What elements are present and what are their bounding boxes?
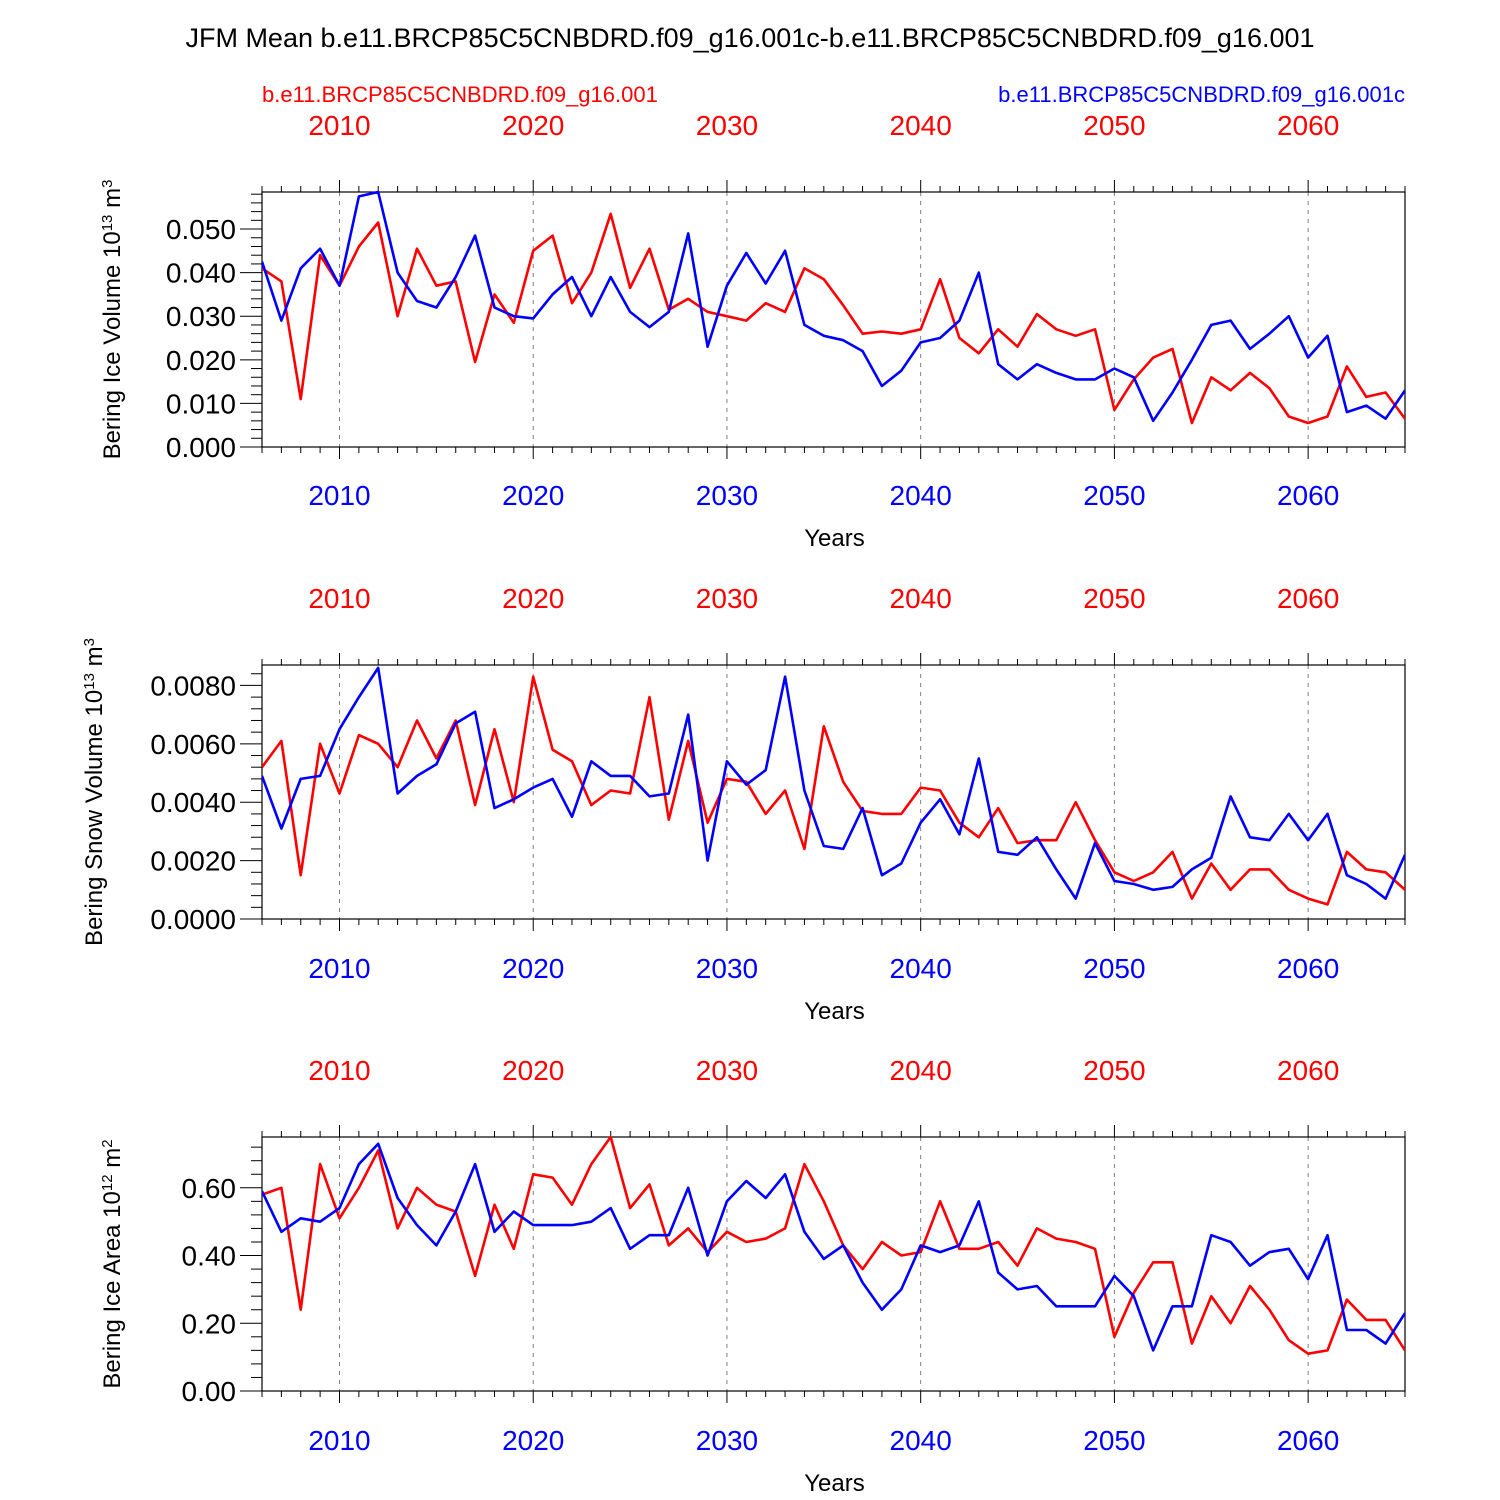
y-axis-label-text: Bering Ice Volume 10: [99, 231, 126, 459]
x-tick-label-top: 2030: [696, 110, 758, 141]
series-line-blue: [262, 666, 1405, 900]
x-tick-label-bottom: 2060: [1277, 480, 1339, 511]
x-tick-label-bottom: 2030: [696, 1425, 758, 1456]
y-axis-label-unit-exponent: 3: [99, 180, 116, 188]
x-tick-label-bottom: 2040: [890, 953, 952, 984]
y-tick-label: 0.010: [166, 388, 236, 419]
x-tick-label-bottom: 2060: [1277, 1425, 1339, 1456]
x-axis-label: Years: [804, 525, 865, 552]
x-tick-label-top: 2040: [890, 110, 952, 141]
plot-frame: [261, 191, 1406, 448]
series-line-red: [262, 212, 1405, 425]
x-tick-label-top: 2010: [308, 1055, 370, 1086]
chart-panel-2: 2010 2010 2020 2020 2030 2030 2040 2040 2050 2050…: [81, 583, 1406, 1025]
y-axis-label-exponent: 13: [81, 673, 98, 690]
y-tick-label: 0.000: [166, 432, 236, 463]
y-tick-label: 0.00: [182, 1376, 237, 1407]
y-tick-label: 0.030: [166, 301, 236, 332]
x-tick-label-top: 2020: [502, 583, 564, 614]
y-tick-label: 0.0020: [150, 846, 236, 877]
x-tick-label-bottom: 2050: [1083, 480, 1145, 511]
y-axis-label-exponent: 13: [99, 215, 116, 232]
y-tick-label: 0.050: [166, 214, 236, 245]
y-tick-label: 0.0040: [150, 787, 236, 818]
legend-right-label: b.e11.BRCP85C5CNBDRD.f09_g16.001c: [998, 82, 1405, 107]
x-tick-label-bottom: 2040: [890, 1425, 952, 1456]
y-axis-label-text: Bering Snow Volume 10: [81, 690, 108, 946]
y-axis-label-unit: m: [81, 646, 108, 666]
legend-left-label: b.e11.BRCP85C5CNBDRD.f09_g16.001: [262, 82, 658, 107]
chart-panel-1: 2010 2010 2020 2020 2030 2030 2040 2040 2050 2050…: [99, 110, 1406, 552]
y-tick-label: 0.40: [182, 1241, 237, 1272]
y-axis-label-unit-exponent: 2: [99, 1139, 116, 1147]
y-tick-label: 0.0060: [150, 729, 236, 760]
y-axis-label-space: [81, 666, 108, 673]
x-tick-label-bottom: 2020: [502, 1425, 564, 1456]
x-tick-label-bottom: 2020: [502, 953, 564, 984]
x-tick-label-top: 2040: [890, 1055, 952, 1086]
y-tick-label: 0.0080: [150, 670, 236, 701]
x-tick-label-bottom: 2010: [308, 480, 370, 511]
x-tick-label-top: 2050: [1083, 110, 1145, 141]
y-tick-label: 0.60: [182, 1173, 237, 1204]
x-tick-label-top: 2050: [1083, 583, 1145, 614]
x-tick-label-bottom: 2030: [696, 480, 758, 511]
series-line-blue: [262, 1142, 1405, 1352]
y-axis-label: Bering Snow Volume 1013 m3: [81, 638, 109, 946]
y-axis-label-space: [99, 208, 126, 215]
x-tick-label-top: 2050: [1083, 1055, 1145, 1086]
series-line-red: [262, 675, 1405, 906]
x-tick-label-bottom: 2010: [308, 953, 370, 984]
y-axis-label: Bering Ice Area 1012 m2: [99, 1139, 127, 1388]
x-axis-label: Years: [804, 1470, 865, 1497]
x-tick-label-top: 2020: [502, 110, 564, 141]
y-axis-label-exponent: 12: [99, 1174, 116, 1191]
y-tick-label: 0.040: [166, 258, 236, 289]
y-tick-label: 0.020: [166, 345, 236, 376]
series-line-blue: [262, 190, 1405, 423]
x-tick-label-top: 2030: [696, 583, 758, 614]
x-tick-label-top: 2020: [502, 1055, 564, 1086]
y-tick-label: 0.0000: [150, 904, 236, 935]
y-axis-label: Bering Ice Volume 1013 m3: [99, 180, 127, 460]
y-axis-label-text: Bering Ice Area 10: [99, 1191, 126, 1388]
plot-frame: [261, 664, 1406, 920]
x-tick-label-bottom: 2060: [1277, 953, 1339, 984]
x-tick-label-bottom: 2010: [308, 1425, 370, 1456]
y-axis-label-unit-exponent: 3: [81, 638, 98, 646]
x-tick-label-bottom: 2050: [1083, 953, 1145, 984]
y-axis-label-unit: m: [99, 1148, 126, 1168]
x-tick-label-top: 2060: [1277, 110, 1339, 141]
x-tick-label-top: 2060: [1277, 583, 1339, 614]
x-tick-label-top: 2010: [308, 110, 370, 141]
y-tick-label: 0.20: [182, 1308, 237, 1339]
x-tick-label-top: 2030: [696, 1055, 758, 1086]
y-axis-label-space: [99, 1168, 126, 1175]
x-tick-label-top: 2040: [890, 583, 952, 614]
x-tick-label-top: 2060: [1277, 1055, 1339, 1086]
figure-title: JFM Mean b.e11.BRCP85C5CNBDRD.f09_g16.00…: [185, 23, 1314, 53]
x-tick-label-bottom: 2050: [1083, 1425, 1145, 1456]
x-tick-label-bottom: 2030: [696, 953, 758, 984]
x-axis-label: Years: [804, 998, 865, 1025]
x-tick-label-bottom: 2020: [502, 480, 564, 511]
x-tick-label-top: 2010: [308, 583, 370, 614]
series-line-red: [262, 1135, 1405, 1355]
y-axis-label-unit: m: [99, 188, 126, 208]
plot-frame: [261, 1136, 1406, 1392]
chart-panel-3: 2010 2010 2020 2020 2030 2030 2040 2040 2050 2050…: [99, 1055, 1406, 1497]
x-tick-label-bottom: 2040: [890, 480, 952, 511]
